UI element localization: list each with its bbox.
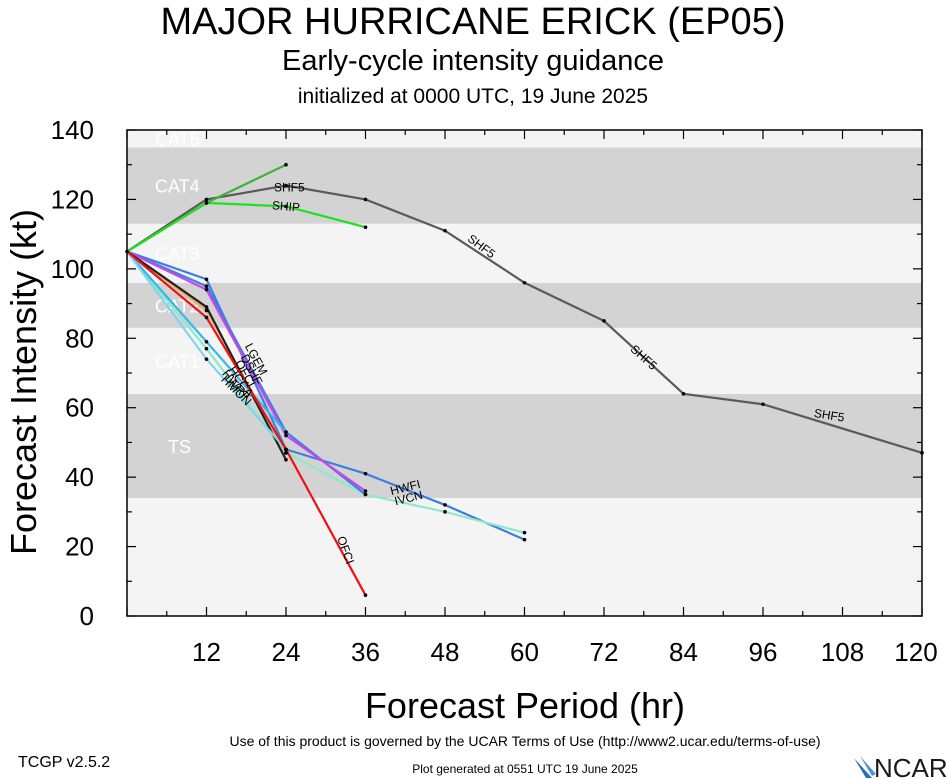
series-point-ofci	[363, 593, 368, 597]
x-tick-label: 24	[272, 637, 301, 667]
line-label-text: SHIP	[271, 198, 300, 214]
y-tick-label: 120	[51, 184, 94, 214]
ncar-logo: NCAR	[854, 753, 946, 780]
axes: 12 24 36 48 60 72 84 96 108 120 0 20 40 60 80 100 120 140	[51, 115, 938, 667]
series-point-model-11	[204, 357, 209, 361]
x-tick-label: 12	[192, 637, 221, 667]
series-point-ofci	[204, 315, 209, 320]
band-label-cat1: CAT1	[155, 352, 200, 372]
series-point-lgem	[204, 284, 209, 289]
line-label-shf5: SHF5	[274, 180, 305, 194]
series-point-model-7	[204, 287, 209, 292]
series-line-ofci	[126, 250, 367, 596]
category-bands	[127, 130, 922, 616]
series-point-model-8	[284, 451, 288, 455]
series-point-ivcn	[522, 530, 527, 535]
series-point-model-7	[363, 489, 368, 493]
band-label-ts: TS	[168, 437, 191, 457]
series-point-shf5	[522, 280, 527, 285]
band-cat3	[127, 223, 922, 283]
line-label-shf5: SHF5	[813, 406, 846, 425]
series-point-shf5	[761, 402, 765, 407]
series-point-ship	[204, 201, 209, 205]
y-tick-label: 0	[80, 601, 94, 631]
series-line-ship	[126, 201, 366, 253]
band-label-cat4: CAT4	[155, 177, 200, 197]
series-point-ivcn	[443, 510, 447, 514]
logo-text: NCAR	[874, 753, 946, 780]
x-tick-label: 108	[821, 637, 864, 667]
series-point-model-10	[284, 430, 288, 434]
series-line-model-7	[126, 250, 367, 492]
version-label: TCGP v2.5.2	[18, 754, 111, 771]
y-axis-label: Forecast Intensity (kt)	[3, 209, 44, 555]
line-label-text: IVCN	[393, 488, 424, 509]
series-point-shf5	[681, 392, 686, 396]
series-point-model-9	[284, 457, 288, 462]
y-tick-label: 140	[51, 115, 94, 145]
y-tick-label: 60	[65, 393, 94, 423]
series-point-model-10	[204, 339, 209, 344]
x-tick-label: 120	[894, 637, 937, 667]
series-point-ofci	[284, 447, 288, 452]
band-cat2	[127, 282, 922, 328]
series-point-shf5	[443, 228, 447, 233]
series-point-shf5	[284, 183, 288, 188]
terms-of-use: Use of this product is governed by the U…	[229, 733, 821, 749]
series-point-model-2	[284, 162, 288, 167]
series-point-hwfi	[443, 503, 447, 507]
series-line-hwfi	[126, 250, 525, 541]
x-tick-label: 96	[749, 637, 778, 667]
series-point-model-8	[204, 308, 209, 313]
x-tick-label: 60	[510, 637, 539, 667]
line-label-ship: SHIP	[271, 198, 300, 214]
series-point-ship	[284, 204, 288, 209]
line-label-text: SHF5	[813, 406, 846, 425]
x-axis-label: Forecast Period (hr)	[365, 685, 685, 726]
generated-time: Plot generated at 0551 UTC 19 June 2025	[412, 762, 638, 776]
series-point-hwfi	[522, 537, 527, 542]
y-tick-label: 80	[65, 323, 94, 353]
series-point-lgem	[363, 492, 368, 497]
line-label-ivcn: IVCN	[393, 488, 424, 509]
chart-title: MAJOR HURRICANE ERICK (EP05)	[160, 1, 786, 43]
series-point-model-9	[204, 305, 209, 309]
band-ts	[127, 393, 922, 498]
series-point-hwfi	[204, 277, 209, 282]
y-tick-label: 100	[51, 254, 94, 284]
line-label-text: SHF5	[274, 180, 305, 194]
x-tick-label: 36	[351, 637, 380, 667]
band-cat4	[127, 147, 922, 224]
y-tick-label: 40	[65, 462, 94, 492]
x-tick-label: 48	[431, 637, 460, 667]
x-tick-label: 72	[590, 637, 619, 667]
series-point-shf5	[363, 197, 368, 202]
band-below-ts	[127, 497, 922, 616]
series-point-shf5	[204, 197, 209, 202]
series-point-ivcn	[204, 346, 209, 351]
model-series	[125, 162, 924, 597]
x-tick-label: 84	[669, 637, 698, 667]
chart-subtitle: Early-cycle intensity guidance	[281, 45, 664, 77]
band-label-cat3: CAT3	[155, 244, 200, 264]
series-labels: SHF5SHIPSHF5SHF5SHF5LGEMDSHFOFCLHCCAHWRF…	[218, 180, 845, 566]
band-label-cat5: CAT5	[155, 130, 200, 150]
y-tick-label: 20	[65, 532, 94, 562]
series-point-model-7	[284, 433, 288, 438]
series-point-ship	[363, 225, 368, 229]
series-line-shf5	[126, 184, 923, 454]
series-point-shf5	[602, 319, 606, 323]
init-time: initialized at 0000 UTC, 19 June 2025	[297, 85, 649, 108]
series-line-ivcn	[126, 250, 525, 534]
series-point-hwfi	[363, 471, 368, 476]
